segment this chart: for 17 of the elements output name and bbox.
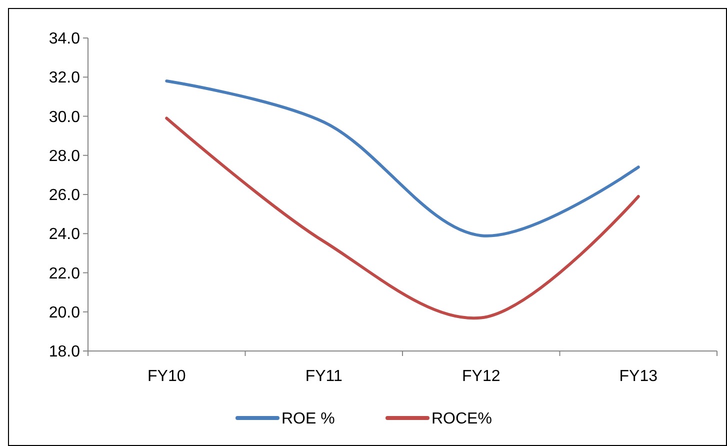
y-tick-label: 22.0 bbox=[48, 265, 80, 282]
line-series bbox=[165, 80, 640, 238]
y-tick-label: 20.0 bbox=[48, 304, 80, 322]
x-tick-label: FY10 bbox=[148, 368, 186, 385]
x-tick-label: FY12 bbox=[462, 368, 500, 385]
legend-label: ROCE% bbox=[432, 410, 492, 428]
x-tick-label: FY11 bbox=[305, 368, 342, 385]
y-tick-label: 28.0 bbox=[48, 148, 80, 165]
x-tick-label: FY13 bbox=[619, 368, 658, 385]
legend-label: ROE % bbox=[282, 410, 335, 428]
y-tick-label: 32.0 bbox=[48, 70, 80, 87]
y-tick-label: 26.0 bbox=[48, 187, 80, 204]
y-tick-label: 18.0 bbox=[48, 344, 80, 361]
y-tick-label: 30.0 bbox=[48, 108, 80, 126]
y-tick-label: 34.0 bbox=[48, 30, 80, 48]
line-series bbox=[165, 116, 640, 320]
y-tick-label: 24.0 bbox=[48, 226, 80, 244]
